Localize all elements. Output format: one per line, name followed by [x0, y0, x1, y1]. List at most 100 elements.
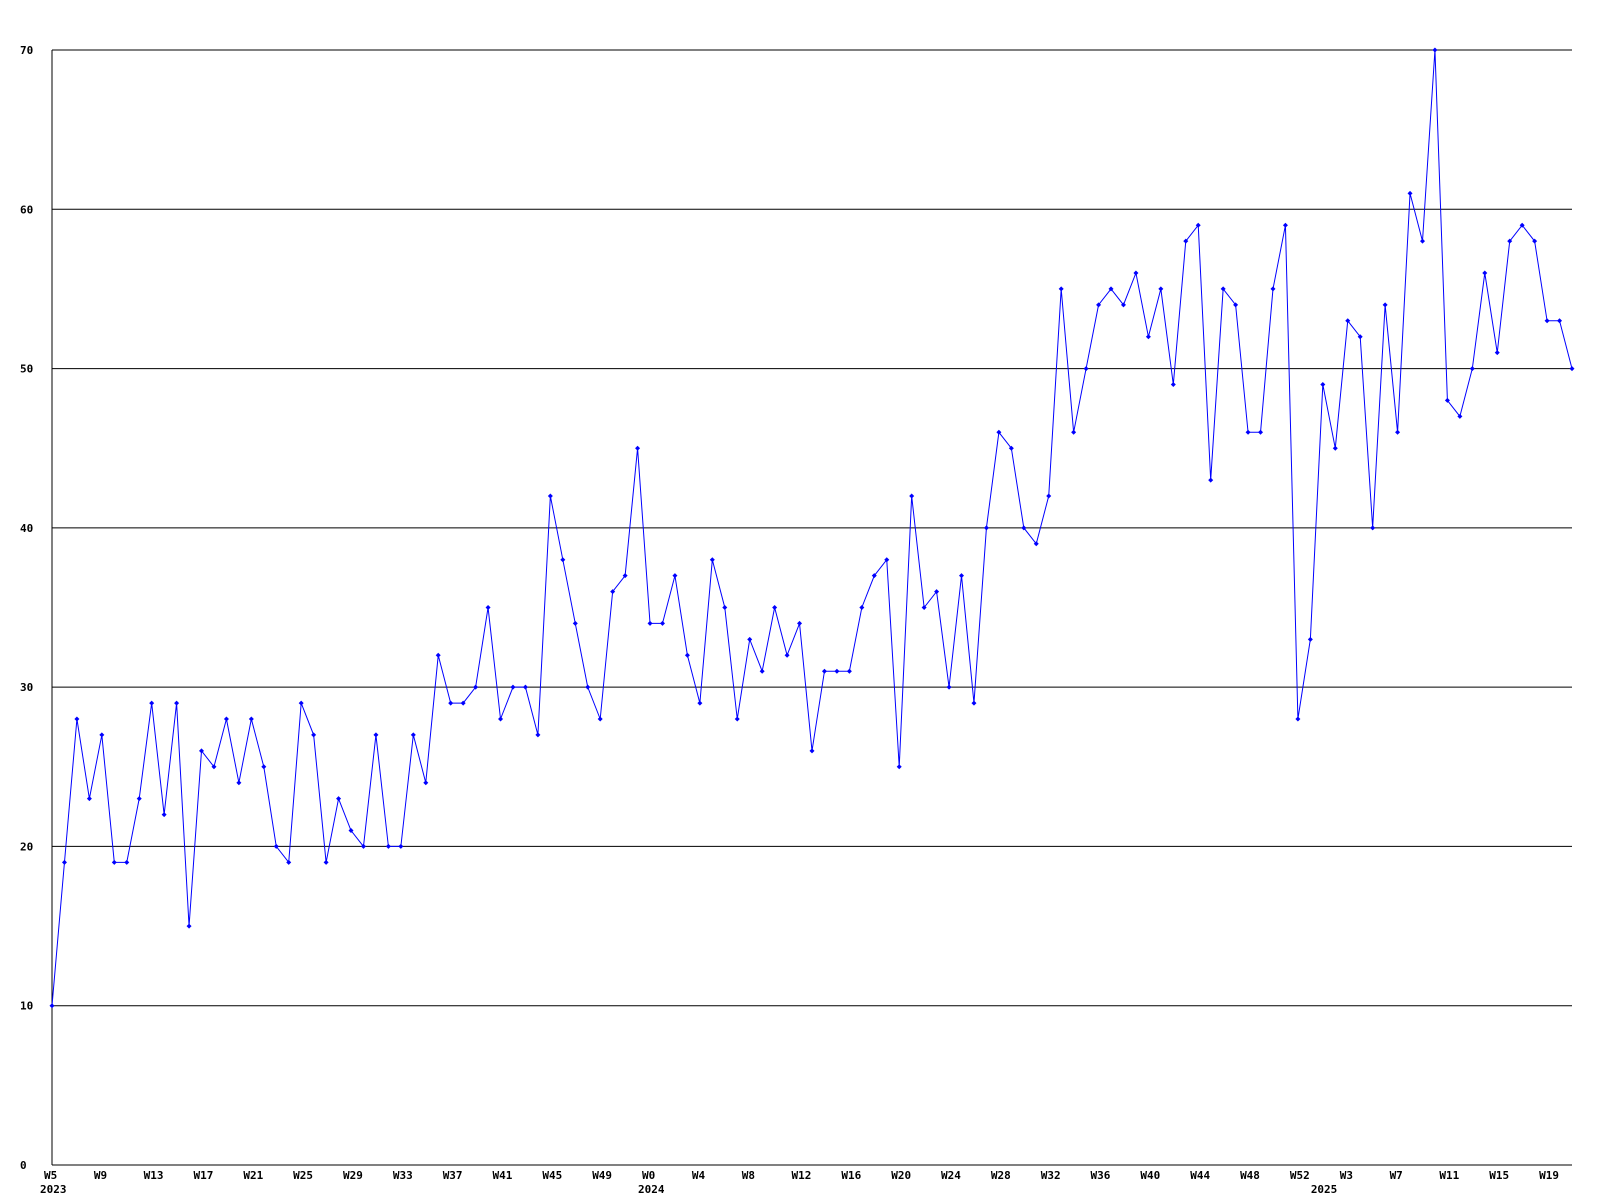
- data-point: [1407, 190, 1413, 196]
- data-point: [298, 700, 304, 706]
- data-point: [1183, 238, 1189, 244]
- x-group-label: 2024: [638, 1183, 665, 1196]
- data-point: [1208, 477, 1214, 483]
- data-point: [1357, 334, 1363, 340]
- data-point: [1120, 302, 1126, 308]
- data-point: [759, 668, 765, 674]
- data-point: [1021, 525, 1027, 531]
- data-point: [498, 716, 504, 722]
- data-point: [821, 668, 827, 674]
- x-tick-label: W12: [792, 1169, 812, 1182]
- data-point: [61, 859, 67, 865]
- data-point: [1469, 366, 1475, 372]
- data-point: [286, 859, 292, 865]
- data-point: [834, 668, 840, 674]
- x-tick-label: W40: [1140, 1169, 1160, 1182]
- data-point: [410, 732, 416, 738]
- data-point: [1519, 222, 1525, 228]
- x-tick-label: W13: [144, 1169, 164, 1182]
- data-point: [236, 780, 242, 786]
- data-point: [1532, 238, 1538, 244]
- data-point: [1008, 445, 1014, 451]
- x-tick-label: W28: [991, 1169, 1011, 1182]
- data-point: [1282, 222, 1288, 228]
- data-point: [348, 828, 354, 833]
- data-point: [1544, 318, 1550, 324]
- x-tick-label: W21: [243, 1169, 263, 1182]
- data-point: [273, 843, 279, 849]
- data-point: [1046, 493, 1052, 499]
- x-tick-label: W17: [194, 1169, 214, 1182]
- data-point: [1145, 334, 1151, 340]
- data-point: [448, 700, 454, 706]
- data-point: [1170, 382, 1176, 387]
- data-point: [1058, 286, 1064, 292]
- data-point: [86, 796, 92, 802]
- data-point: [223, 716, 229, 722]
- x-tick-label: W41: [493, 1169, 513, 1182]
- data-point: [1071, 429, 1077, 435]
- data-point: [510, 684, 516, 690]
- y-tick-label: 70: [20, 44, 33, 57]
- x-tick-label: W20: [891, 1169, 911, 1182]
- data-point: [996, 429, 1002, 435]
- data-point: [1395, 429, 1401, 435]
- data-point: [871, 573, 877, 579]
- y-tick-label: 10: [20, 1000, 33, 1013]
- data-point: [846, 668, 852, 674]
- data-point: [1258, 429, 1264, 435]
- data-point: [1482, 270, 1488, 276]
- data-point: [946, 684, 952, 690]
- data-point: [672, 573, 678, 579]
- data-point: [983, 525, 989, 531]
- data-point: [1444, 397, 1450, 403]
- x-tick-label: W19: [1539, 1169, 1559, 1182]
- data-point: [1233, 302, 1239, 308]
- data-point: [971, 700, 977, 706]
- y-tick-label: 50: [20, 363, 33, 376]
- x-tick-label: W45: [542, 1169, 562, 1182]
- data-point: [772, 605, 778, 610]
- data-point: [1432, 47, 1438, 53]
- data-point: [1033, 541, 1039, 547]
- x-tick-label: W33: [393, 1169, 413, 1182]
- data-point: [547, 493, 553, 499]
- data-point: [1494, 350, 1500, 356]
- data-point: [722, 605, 728, 610]
- data-point: [373, 732, 379, 738]
- data-point: [211, 764, 217, 770]
- data-point: [124, 859, 130, 865]
- data-point: [1245, 429, 1251, 435]
- data-point: [1220, 286, 1226, 292]
- x-tick-label: W48: [1240, 1169, 1260, 1182]
- x-tick-label: W32: [1041, 1169, 1061, 1182]
- data-point: [1569, 366, 1575, 372]
- x-group-label: 2023: [40, 1183, 67, 1196]
- data-point: [1557, 318, 1563, 324]
- data-point: [684, 652, 690, 658]
- data-point: [809, 748, 815, 754]
- data-point: [896, 764, 902, 770]
- data-point: [174, 700, 180, 706]
- data-point: [934, 589, 940, 595]
- data-point: [647, 620, 653, 626]
- x-tick-label: W5: [44, 1169, 57, 1182]
- data-point: [385, 843, 391, 849]
- data-point: [585, 684, 591, 690]
- y-tick-label: 0: [20, 1159, 27, 1172]
- data-point: [859, 605, 865, 610]
- data-point: [597, 716, 603, 722]
- data-point: [49, 1003, 55, 1009]
- x-tick-label: W7: [1390, 1169, 1403, 1182]
- data-point: [797, 620, 803, 626]
- data-point: [398, 843, 404, 849]
- data-point: [1195, 222, 1201, 228]
- data-point: [1457, 413, 1463, 419]
- x-tick-label: W25: [293, 1169, 313, 1182]
- data-point: [460, 700, 466, 706]
- data-point: [323, 859, 329, 865]
- data-point: [572, 620, 578, 626]
- data-point: [136, 796, 142, 802]
- data-point: [659, 620, 665, 626]
